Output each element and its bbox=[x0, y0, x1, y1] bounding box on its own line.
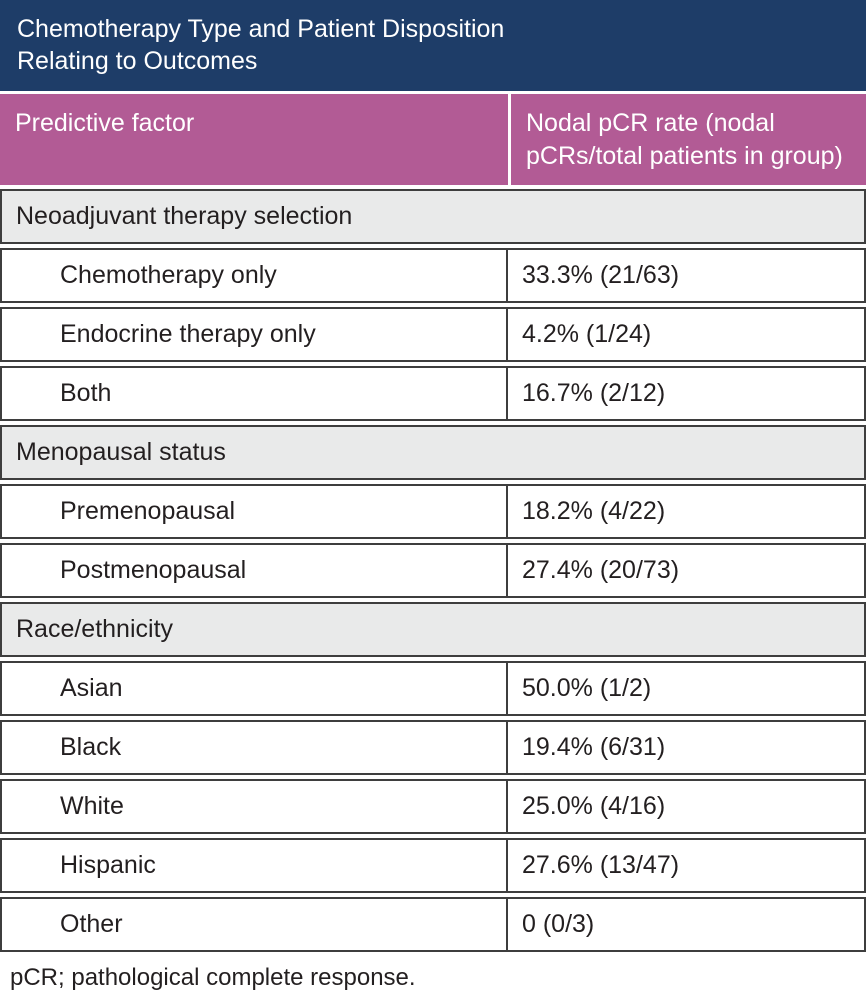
value-cell: 0 (0/3) bbox=[522, 910, 595, 938]
value-cell: 16.7% (2/12) bbox=[522, 379, 666, 407]
table-title: Chemotherapy Type and Patient Dispositio… bbox=[0, 0, 866, 91]
table-title-line-1: Chemotherapy Type and Patient Dispositio… bbox=[17, 15, 505, 43]
factor-cell: Postmenopausal bbox=[2, 545, 508, 596]
table-row: White 25.0% (4/16) bbox=[0, 779, 866, 834]
factor-cell: Chemotherapy only bbox=[2, 250, 508, 301]
factor-cell: Asian bbox=[2, 663, 508, 714]
factor-cell: White bbox=[2, 781, 508, 832]
value-cell: 27.6% (13/47) bbox=[522, 851, 680, 879]
table-row: Premenopausal 18.2% (4/22) bbox=[0, 484, 866, 539]
table-row: Both 16.7% (2/12) bbox=[0, 366, 866, 421]
table-row: Asian 50.0% (1/2) bbox=[0, 661, 866, 716]
table-row: Postmenopausal 27.4% (20/73) bbox=[0, 543, 866, 598]
value-cell: 27.4% (20/73) bbox=[522, 556, 680, 584]
table-row: Black 19.4% (6/31) bbox=[0, 720, 866, 775]
table-row: Other 0 (0/3) bbox=[0, 897, 866, 952]
section-header-race: Race/ethnicity bbox=[0, 602, 866, 657]
table-title-line-2: Relating to Outcomes bbox=[17, 47, 258, 75]
column-header-row: Predictive factor Nodal pCR rate (nodal … bbox=[0, 94, 866, 185]
value-cell: 4.2% (1/24) bbox=[522, 320, 652, 348]
factor-cell: Both bbox=[2, 368, 508, 419]
value-cell: 25.0% (4/16) bbox=[522, 792, 666, 820]
section-header-neoadjuvant: Neoadjuvant therapy selection bbox=[0, 189, 866, 244]
table-row: Chemotherapy only 33.3% (21/63) bbox=[0, 248, 866, 303]
section-header-menopausal: Menopausal status bbox=[0, 425, 866, 480]
factor-cell: Premenopausal bbox=[2, 486, 508, 537]
column-header-factor: Predictive factor bbox=[0, 94, 508, 185]
factor-cell: Hispanic bbox=[2, 840, 508, 891]
table-row: Hispanic 27.6% (13/47) bbox=[0, 838, 866, 893]
factor-cell: Other bbox=[2, 899, 508, 950]
value-cell: 50.0% (1/2) bbox=[522, 674, 652, 702]
factor-cell: Black bbox=[2, 722, 508, 773]
column-header-rate: Nodal pCR rate (nodal pCRs/total patient… bbox=[511, 94, 866, 185]
factor-cell: Endocrine therapy only bbox=[2, 309, 508, 360]
value-cell: 19.4% (6/31) bbox=[522, 733, 666, 761]
value-cell: 33.3% (21/63) bbox=[522, 261, 680, 289]
value-cell: 18.2% (4/22) bbox=[522, 497, 666, 525]
table-row: Endocrine therapy only 4.2% (1/24) bbox=[0, 307, 866, 362]
table-footnote: pCR; pathological complete response. bbox=[10, 964, 416, 991]
